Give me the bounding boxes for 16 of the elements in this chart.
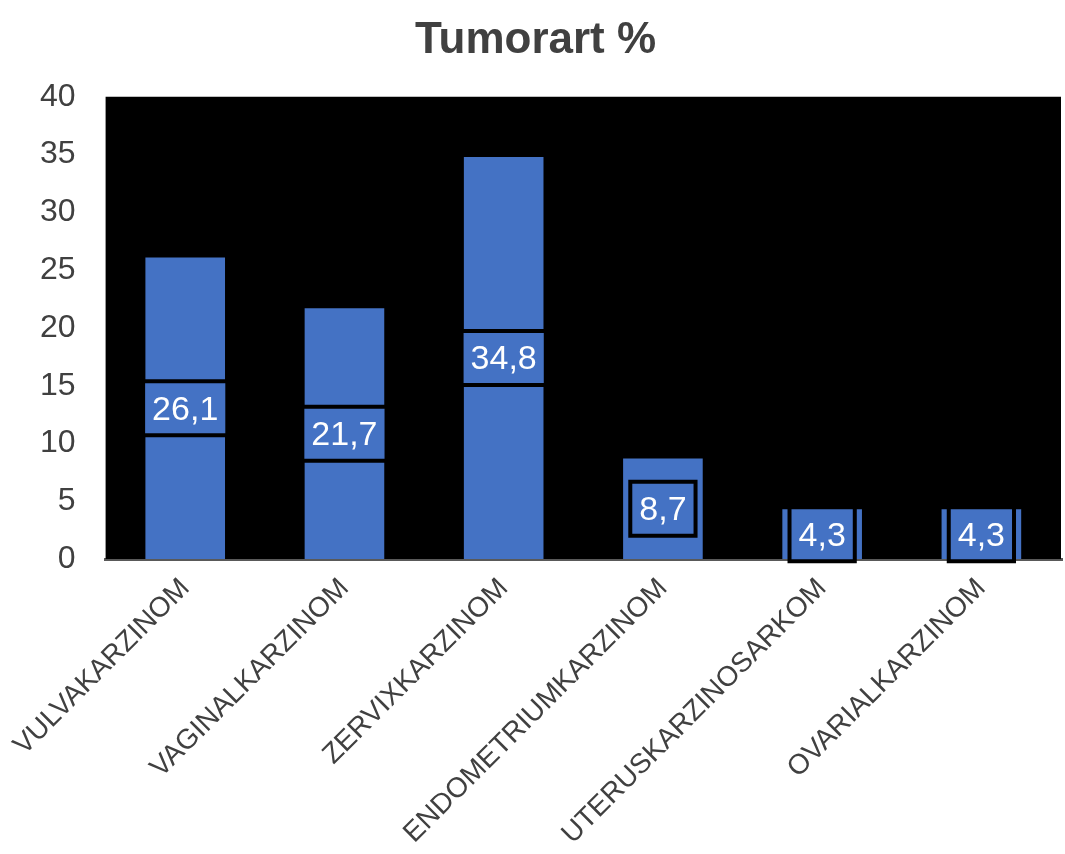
data-label: 21,7 (311, 414, 378, 453)
data-label: 4,3 (798, 514, 846, 553)
y-tick-label: 15 (40, 365, 76, 402)
y-tick-label: 5 (57, 481, 76, 518)
y-tick-label: 40 (40, 76, 76, 113)
y-tick-label: 10 (40, 423, 76, 460)
data-label: 26,1 (152, 388, 219, 427)
y-tick-label: 25 (40, 249, 76, 286)
y-tick-label: 0 (57, 538, 76, 575)
data-label: 4,3 (957, 514, 1006, 553)
y-tick-label: 35 (40, 134, 76, 171)
chart-title: Tumorart % (414, 12, 657, 62)
data-label: 34,8 (470, 338, 537, 377)
y-tick-label: 30 (40, 192, 76, 229)
y-tick-label: 20 (40, 307, 76, 344)
data-label: 8,7 (639, 489, 687, 528)
